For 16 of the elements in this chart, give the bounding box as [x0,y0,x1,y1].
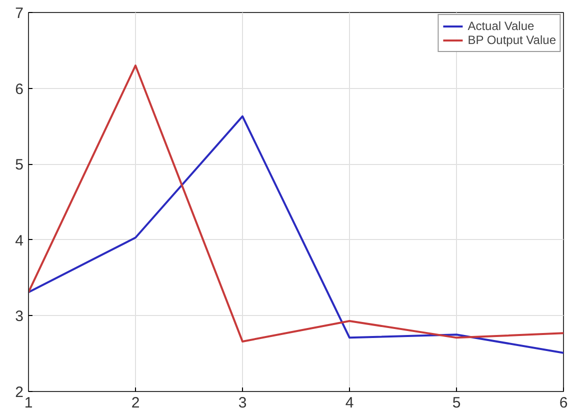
x-tick-label: 2 [131,394,140,412]
y-tick-label: 2 [15,384,24,401]
legend-label: BP Output Value [468,33,556,47]
y-tick-label: 7 [15,5,24,22]
line-series [28,115,564,354]
x-tick-label: 6 [559,394,568,412]
y-tick-label: 3 [15,308,24,326]
y-tick-label: 4 [15,232,24,250]
line-series [28,64,564,342]
x-tick-label: 3 [238,394,247,412]
y-tick-label: 6 [15,80,24,98]
x-tick-label: 5 [452,394,461,412]
x-tick-label: 4 [345,394,354,412]
y-tick-label: 5 [15,156,24,174]
x-tick-label: 1 [24,394,33,412]
legend-label: Actual Value [468,19,534,33]
